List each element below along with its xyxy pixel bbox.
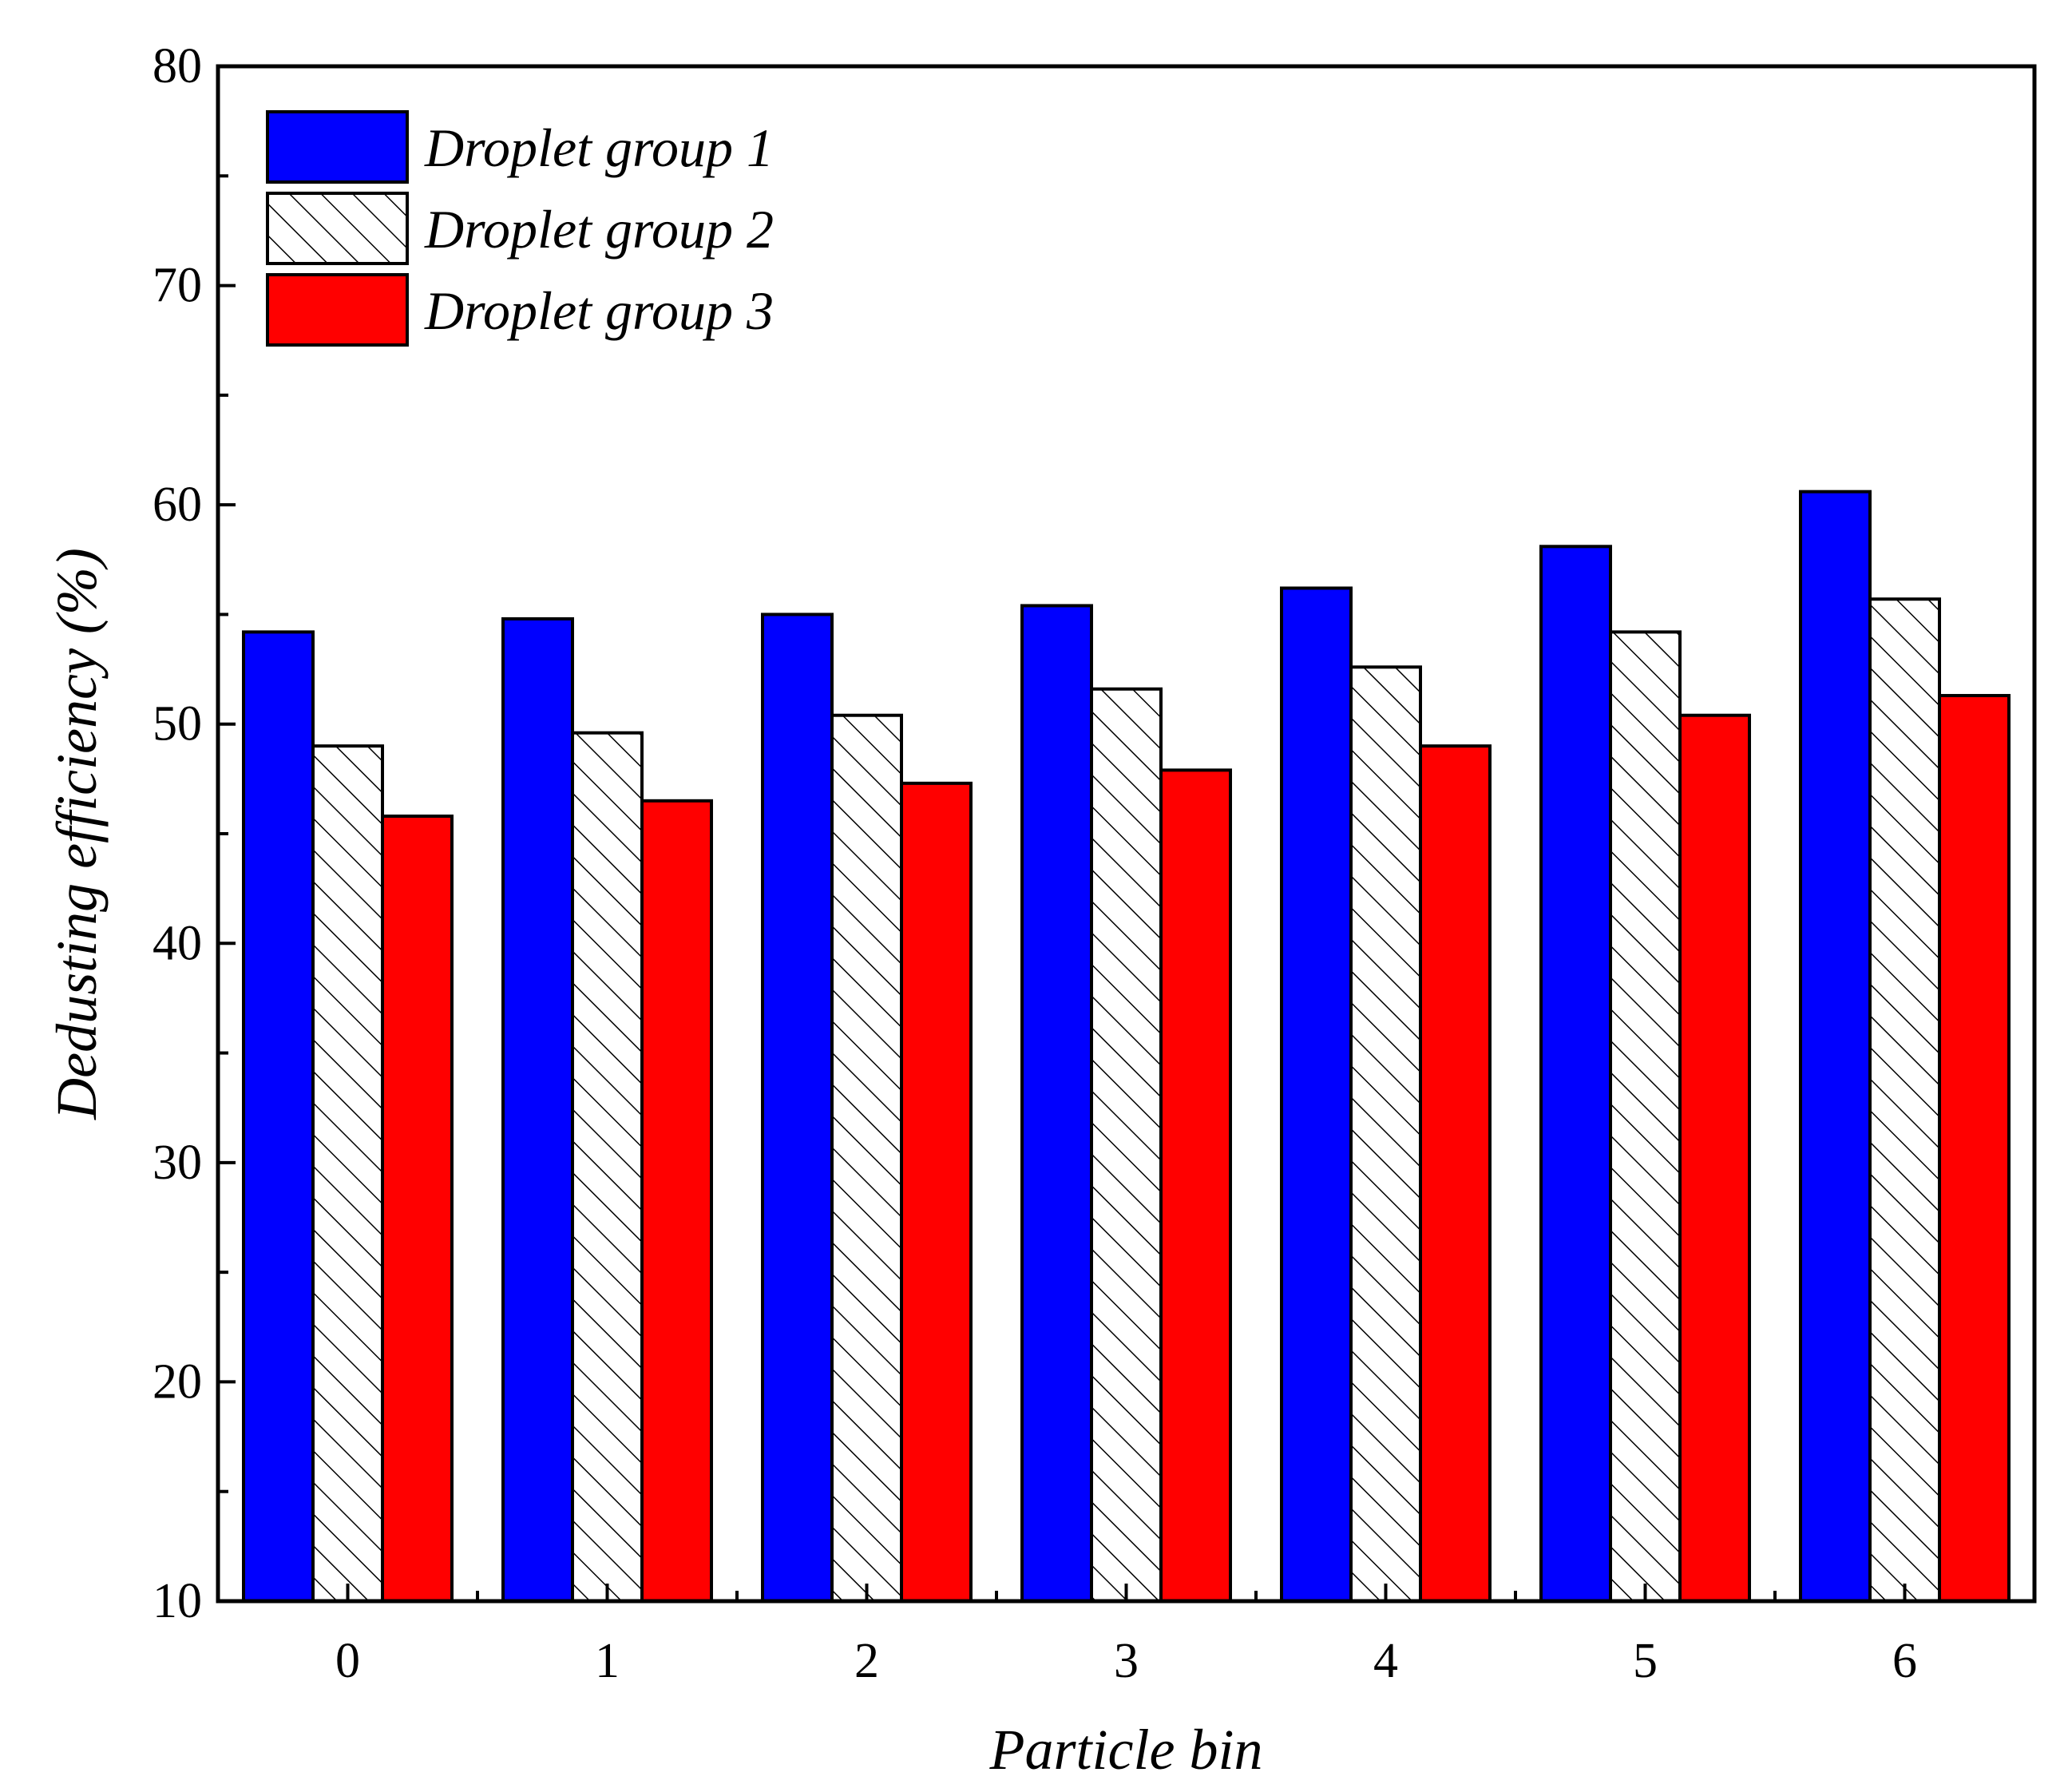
x-tick-label: 6 (1892, 1634, 1917, 1688)
legend-label-series1: Droplet group 1 (424, 117, 774, 178)
x-tick-label: 3 (1114, 1634, 1139, 1688)
bar-series2-bin-2 (830, 713, 903, 1603)
legend-swatch-series2 (266, 192, 409, 265)
x-tick-label: 4 (1373, 1634, 1398, 1688)
y-tick-label: 60 (153, 478, 202, 532)
bar-series3-bin-2 (900, 781, 973, 1604)
x-tick-label: 0 (335, 1634, 360, 1688)
bar-series1-bin-4 (1280, 586, 1353, 1603)
bar-series2-bin-5 (1609, 630, 1682, 1603)
bar-series1-bin-5 (1539, 545, 1612, 1603)
bar-series2-bin-3 (1090, 687, 1163, 1603)
y-tick-label: 50 (153, 697, 202, 751)
bar-series3-bin-5 (1678, 713, 1751, 1603)
bar-series3-bin-4 (1419, 744, 1492, 1604)
legend-swatch-series1 (266, 110, 409, 184)
bar-series3-bin-0 (381, 815, 454, 1603)
bar-series2-bin-0 (311, 744, 384, 1604)
bar-series3-bin-3 (1159, 768, 1232, 1603)
y-tick-label: 70 (153, 259, 202, 313)
bar-series2-bin-6 (1868, 597, 1941, 1603)
x-tick-label: 1 (595, 1634, 620, 1688)
x-tick-label: 5 (1633, 1634, 1658, 1688)
x-axis-title: Particle bin (989, 1718, 1263, 1782)
bar-series1-bin-2 (761, 613, 834, 1603)
bar-series2-bin-1 (571, 731, 644, 1603)
y-tick-label: 80 (153, 39, 202, 93)
legend-label-series2: Droplet group 2 (424, 199, 774, 260)
y-axis-title: Dedusting efficiency (%) (45, 548, 109, 1120)
bar-series1-bin-3 (1020, 604, 1093, 1604)
y-tick-label: 30 (153, 1136, 202, 1190)
y-tick-label: 20 (153, 1354, 202, 1409)
bar-series2-bin-4 (1349, 665, 1422, 1604)
bar-series1-bin-6 (1799, 490, 1872, 1603)
bar-series3-bin-6 (1938, 694, 2011, 1603)
y-tick-label: 40 (153, 916, 202, 970)
bar-series1-bin-1 (501, 616, 574, 1603)
bar-series3-bin-1 (640, 799, 713, 1603)
x-tick-label: 2 (854, 1634, 879, 1688)
bar-series1-bin-0 (242, 630, 315, 1603)
legend-label-series3: Droplet group 3 (424, 280, 774, 341)
y-tick-label: 10 (153, 1574, 202, 1628)
legend-swatch-series3 (266, 273, 409, 347)
